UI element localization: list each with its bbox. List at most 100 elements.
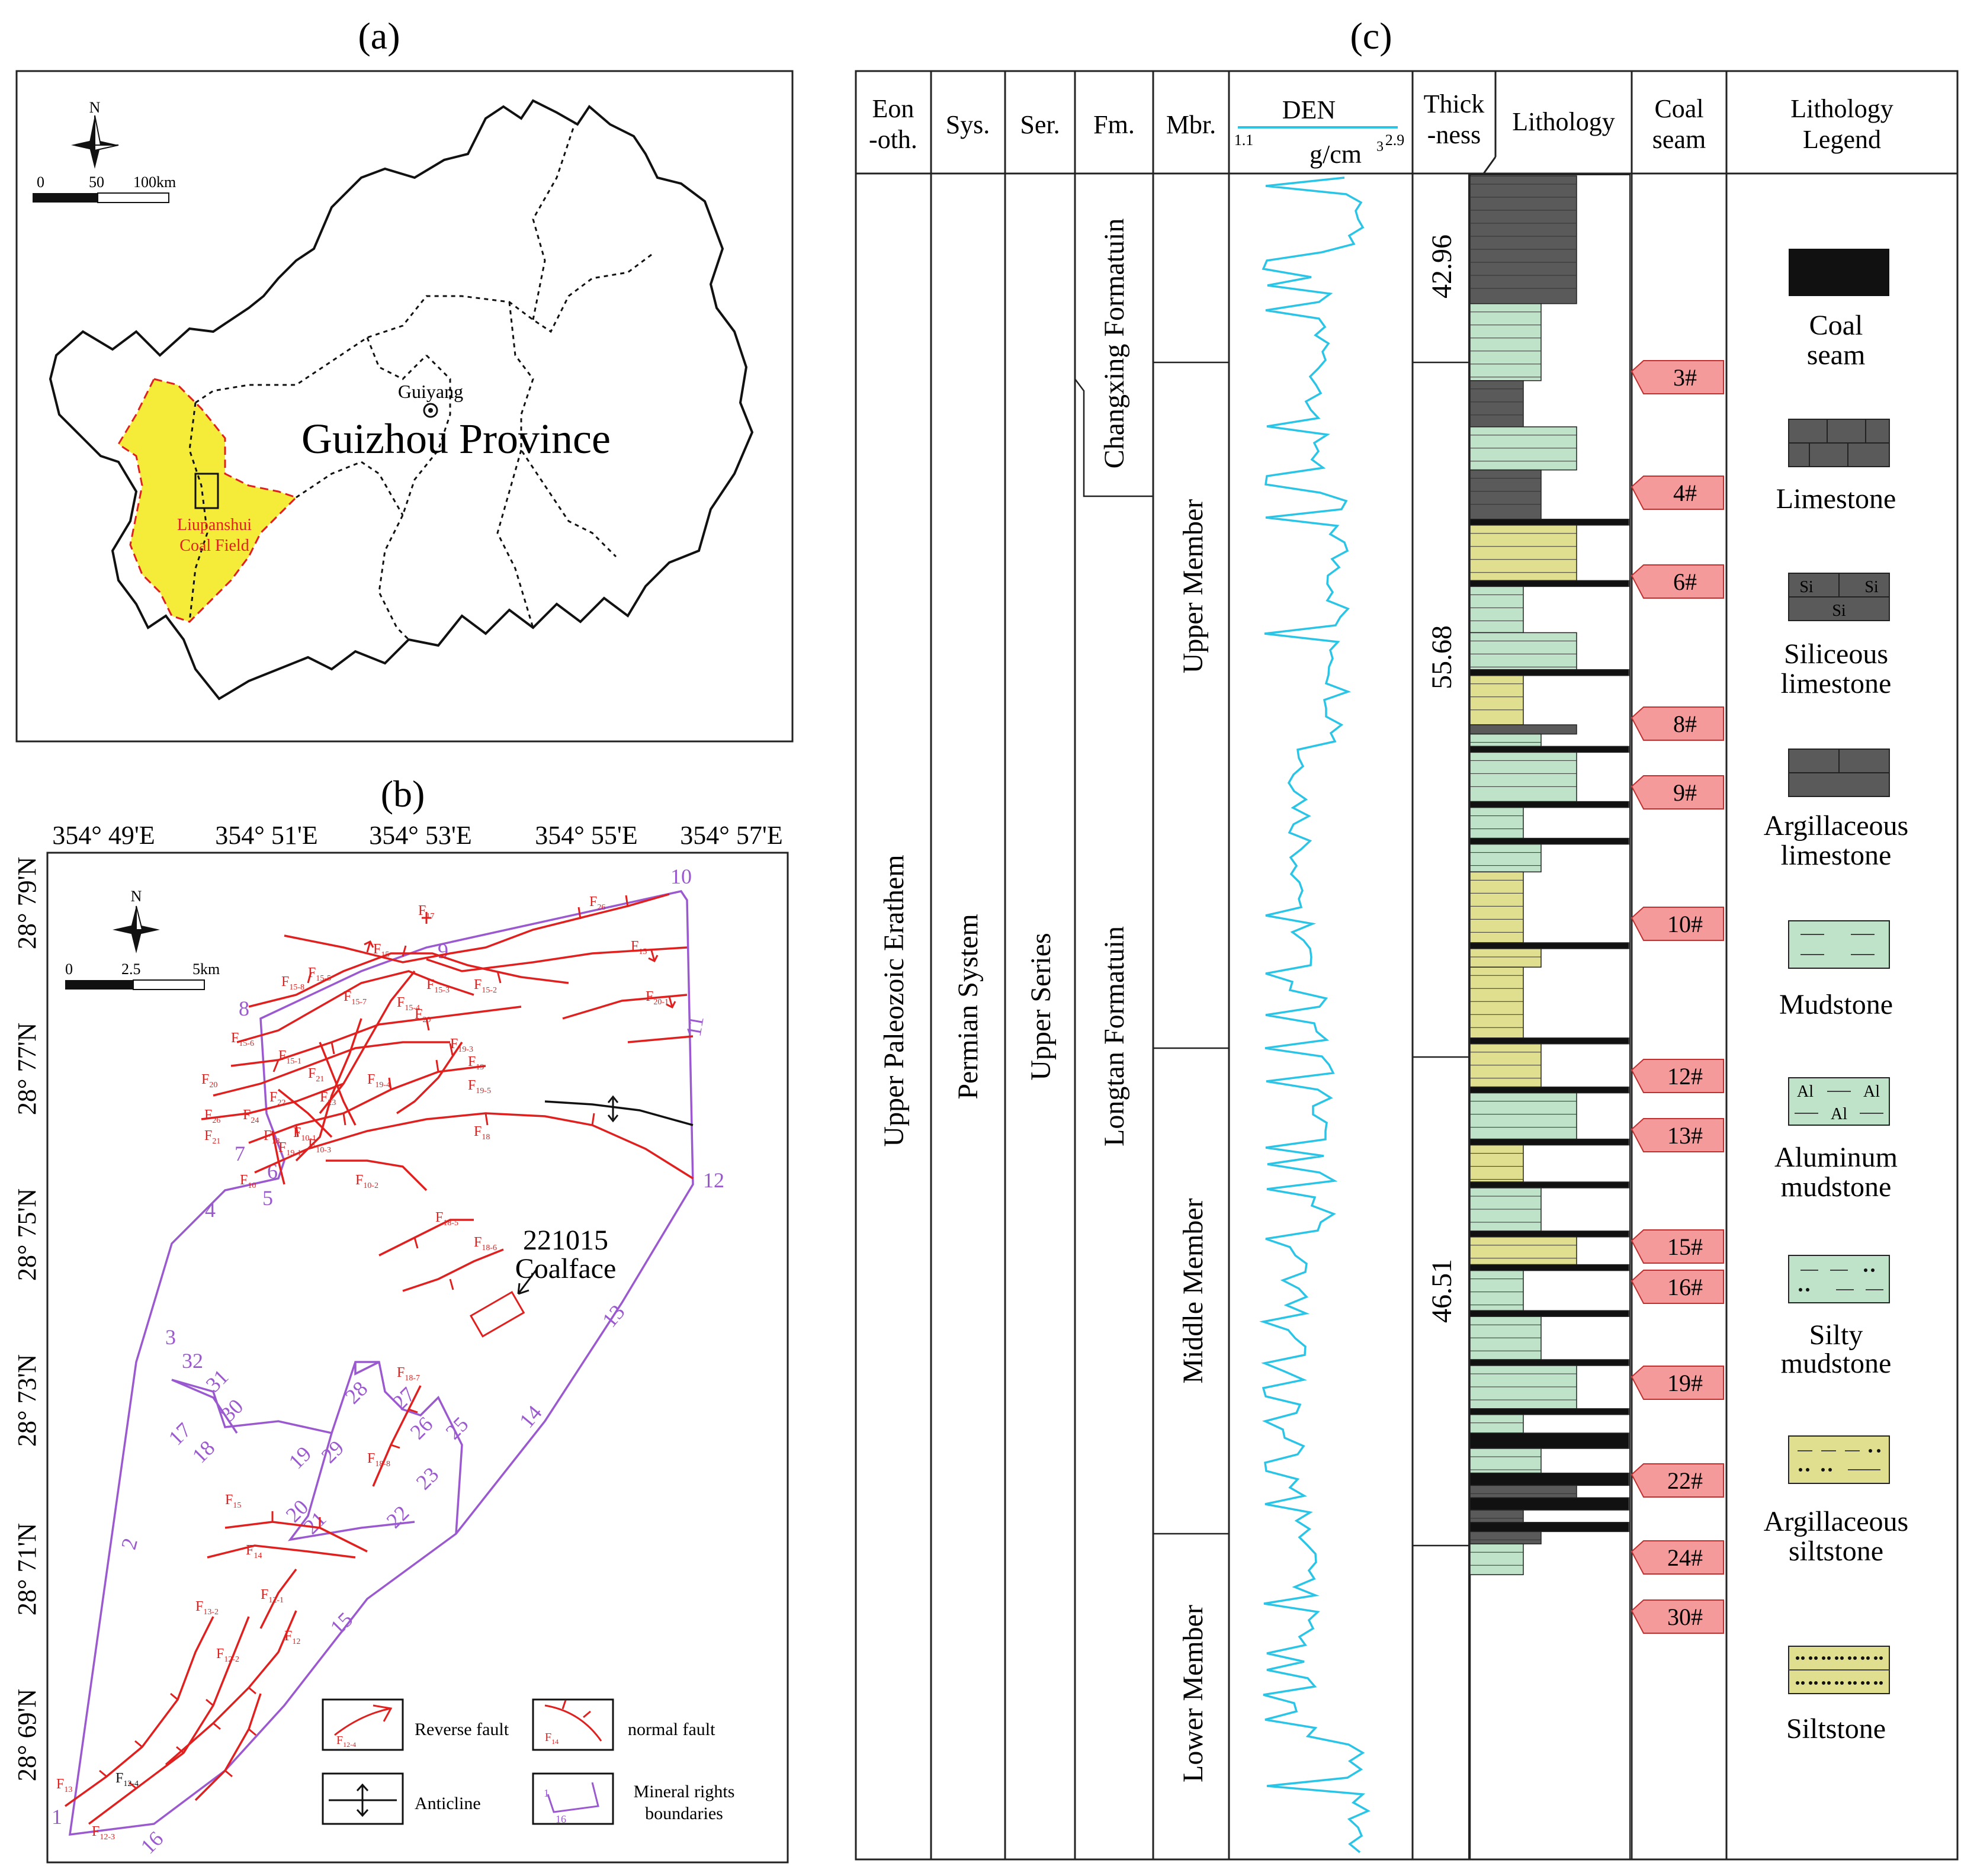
lat-ticks: 28° 79'N 28° 77'N 28° 75'N 28° 73'N 28° …	[12, 857, 41, 1781]
series-text: Upper Series	[1025, 933, 1057, 1080]
coal-seam-tag: 15#	[1631, 1229, 1724, 1264]
svg-text:F18-7: F18-7	[397, 1365, 420, 1383]
svg-text:16: 16	[556, 1813, 566, 1825]
bn-12: 12	[703, 1168, 724, 1192]
litho-layer	[1469, 837, 1629, 845]
svg-text:F15: F15	[225, 1492, 241, 1510]
svg-text:F19-4: F19-4	[367, 1072, 390, 1090]
svg-text:F15: F15	[631, 939, 647, 956]
litho-layer	[1469, 1264, 1629, 1271]
svg-text:Si: Si	[1864, 578, 1879, 596]
scale-a-50: 50	[89, 174, 104, 191]
litho-layer	[1469, 724, 1577, 735]
hdr-legend-1: Lithology	[1790, 94, 1893, 123]
panel-c-frame	[855, 70, 1959, 1861]
svg-text:F26: F26	[204, 1107, 220, 1125]
bn-16: 16	[136, 1827, 168, 1859]
litho-layer	[1469, 519, 1629, 526]
hdr-legend-2: Legend	[1803, 125, 1881, 154]
legend-6-l2: mudstone	[1781, 1348, 1892, 1379]
hdr-thick-1: Thick	[1424, 89, 1485, 118]
bn-8: 8	[239, 997, 249, 1020]
litho-layer	[1469, 1231, 1629, 1238]
bn-31: 31	[201, 1365, 233, 1397]
coalface-arrow-icon	[517, 1270, 537, 1295]
reverse-fault-icon	[334, 1704, 393, 1736]
formation-2: Longtan Formatuin	[1099, 926, 1130, 1146]
lon-tick-0: 354° 49'E	[52, 821, 155, 850]
svg-text:F13-2: F13-2	[195, 1599, 219, 1617]
coalfield-label-2: Coal Field	[179, 537, 249, 555]
litho-layer	[1469, 303, 1542, 381]
legend-reverse: Reverse fault	[415, 1720, 509, 1739]
litho-layer	[1469, 1181, 1629, 1188]
svg-text:F10: F10	[240, 1172, 256, 1190]
hdr-eon-1: Eon	[872, 94, 914, 123]
formation-1: Changxing Formatuin	[1099, 219, 1130, 469]
liupanshui-coalfield	[117, 378, 298, 623]
svg-text:F17: F17	[418, 903, 434, 921]
scale-a-100: 100km	[133, 174, 176, 191]
legend-siltstone-swatch	[1788, 1646, 1890, 1694]
lon-tick-2: 354° 53'E	[369, 821, 471, 850]
bn-13: 13	[598, 1300, 630, 1332]
svg-text:Si: Si	[1832, 602, 1846, 620]
legend-1-l1: Limestone	[1776, 483, 1896, 515]
litho-layer	[1469, 1037, 1629, 1045]
svg-text:F18-6: F18-6	[474, 1235, 497, 1252]
city-label: Guiyang	[398, 381, 463, 402]
legend-rights-2: boundaries	[645, 1804, 723, 1823]
legend-aluminum-mudstone-swatch: Al Al Al	[1788, 1077, 1890, 1126]
bn-11: 11	[681, 1014, 708, 1038]
coal-seam-label: 6#	[1673, 568, 1697, 595]
hdr-lith: Lithology	[1512, 107, 1615, 136]
litho-layer	[1469, 1432, 1629, 1449]
bn-14: 14	[515, 1401, 547, 1432]
legend-4-l1: Mudstone	[1779, 989, 1893, 1020]
svg-text:F21: F21	[204, 1128, 220, 1146]
bn-23: 23	[412, 1463, 444, 1495]
hdr-den-unit: g/cm	[1310, 140, 1362, 169]
bn-19: 19	[284, 1442, 316, 1474]
normal-fault-icon	[544, 1700, 602, 1742]
coal-seam-tag: 3#	[1631, 360, 1724, 394]
svg-text:F18-5: F18-5	[435, 1210, 458, 1228]
bn-17: 17	[164, 1418, 196, 1450]
litho-layer	[1469, 1485, 1577, 1498]
svg-text:F10-2: F10-2	[355, 1172, 378, 1190]
litho-layer	[1469, 807, 1524, 839]
legend-2-l2: limestone	[1781, 668, 1892, 699]
svg-text:F15-1: F15-1	[278, 1048, 301, 1066]
coal-seam-tag: 10#	[1631, 907, 1724, 941]
svg-text:F13: F13	[56, 1777, 72, 1794]
litho-layer	[1469, 1092, 1577, 1140]
lat-tick-0: 28° 79'N	[12, 857, 41, 949]
column-headers: Eon -oth. Sys. Ser. Fm. Mbr. DEN g/cm 3 …	[869, 89, 1893, 169]
litho-layer	[1469, 1144, 1524, 1183]
bn-28: 28	[341, 1377, 373, 1409]
legend-silty-mudstone-swatch	[1788, 1255, 1890, 1303]
coal-seam-label: 3#	[1673, 364, 1697, 391]
lat-tick-3: 28° 73'N	[12, 1354, 41, 1447]
svg-text:3: 3	[1376, 139, 1384, 155]
scale-b-2.5: 2.5	[121, 961, 141, 978]
lat-tick-2: 28° 75'N	[12, 1188, 41, 1281]
legend-b: F12-4 Reverse fault F14 normal fault Ant…	[322, 1698, 735, 1825]
litho-layer	[1469, 669, 1629, 676]
litho-layer	[1469, 1270, 1524, 1311]
bn-5: 5	[262, 1186, 273, 1210]
svg-text:F24: F24	[243, 1107, 259, 1125]
panel-a: (a) N 0 50 100km	[15, 15, 794, 743]
coal-seam-label: 30#	[1667, 1604, 1703, 1630]
litho-layer	[1469, 175, 1577, 304]
thickness-2: 55.68	[1426, 625, 1458, 689]
north-label: N	[89, 99, 101, 116]
strat-texts: Upper Paleozoic Erathem Permian System U…	[878, 219, 1458, 1782]
coal-seam-tag: 8#	[1631, 706, 1724, 741]
lat-tick-5: 28° 69'N	[12, 1689, 41, 1781]
scale-a-0: 0	[37, 174, 44, 191]
lon-tick-1: 354° 51'E	[215, 821, 317, 850]
svg-text:F15: F15	[373, 942, 389, 959]
legend-rights-1: Mineral rights	[634, 1782, 735, 1801]
coalfield-label-1: Liupanshui	[177, 516, 252, 534]
